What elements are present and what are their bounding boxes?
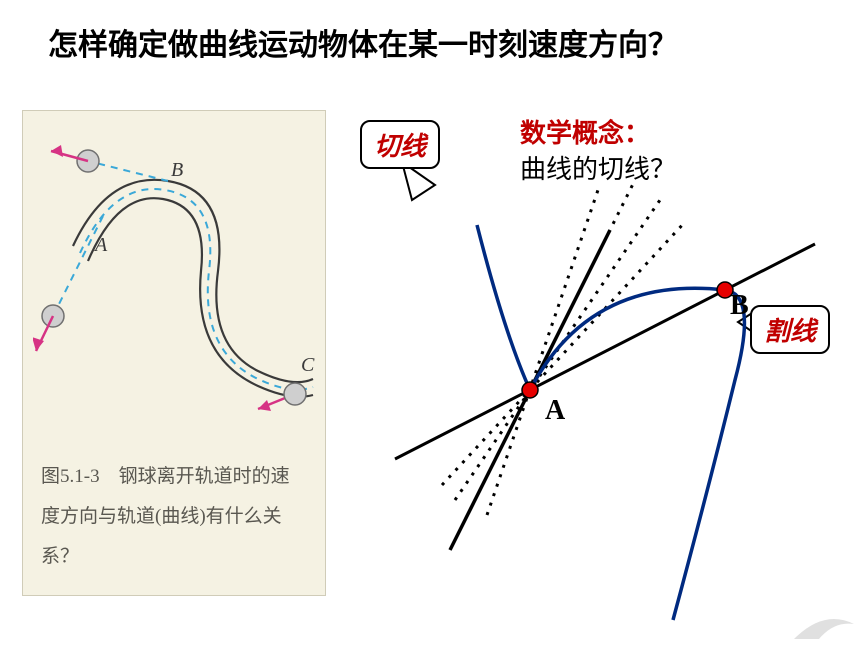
page-title: 怎样确定做曲线运动物体在某一时刻速度方向？	[48, 20, 678, 64]
ball-track-diagram: A B C	[33, 121, 317, 431]
label-a: A	[545, 395, 565, 427]
textbook-figure-panel: A B C 图5.1-3 钢球离开轨道时的速度方向与轨道(曲线)有什么关系？	[22, 110, 326, 596]
tangent-svg	[340, 90, 850, 630]
corner-curl-icon	[794, 609, 854, 639]
figure-caption: 图5.1-3 钢球离开轨道时的速度方向与轨道(曲线)有什么关系？	[41, 457, 307, 577]
label-b: B	[730, 290, 749, 322]
point-a	[522, 382, 538, 398]
label-c-on-track: C	[301, 354, 315, 376]
label-b-on-track: B	[171, 159, 183, 181]
label-a-on-track: A	[93, 234, 108, 256]
secant-callout: 割线	[750, 305, 830, 354]
tangent-callout: 切线	[360, 120, 440, 169]
tangent-secant-diagram: 数学概念： 曲线的切线？ 切线 割线 A B	[340, 90, 850, 630]
